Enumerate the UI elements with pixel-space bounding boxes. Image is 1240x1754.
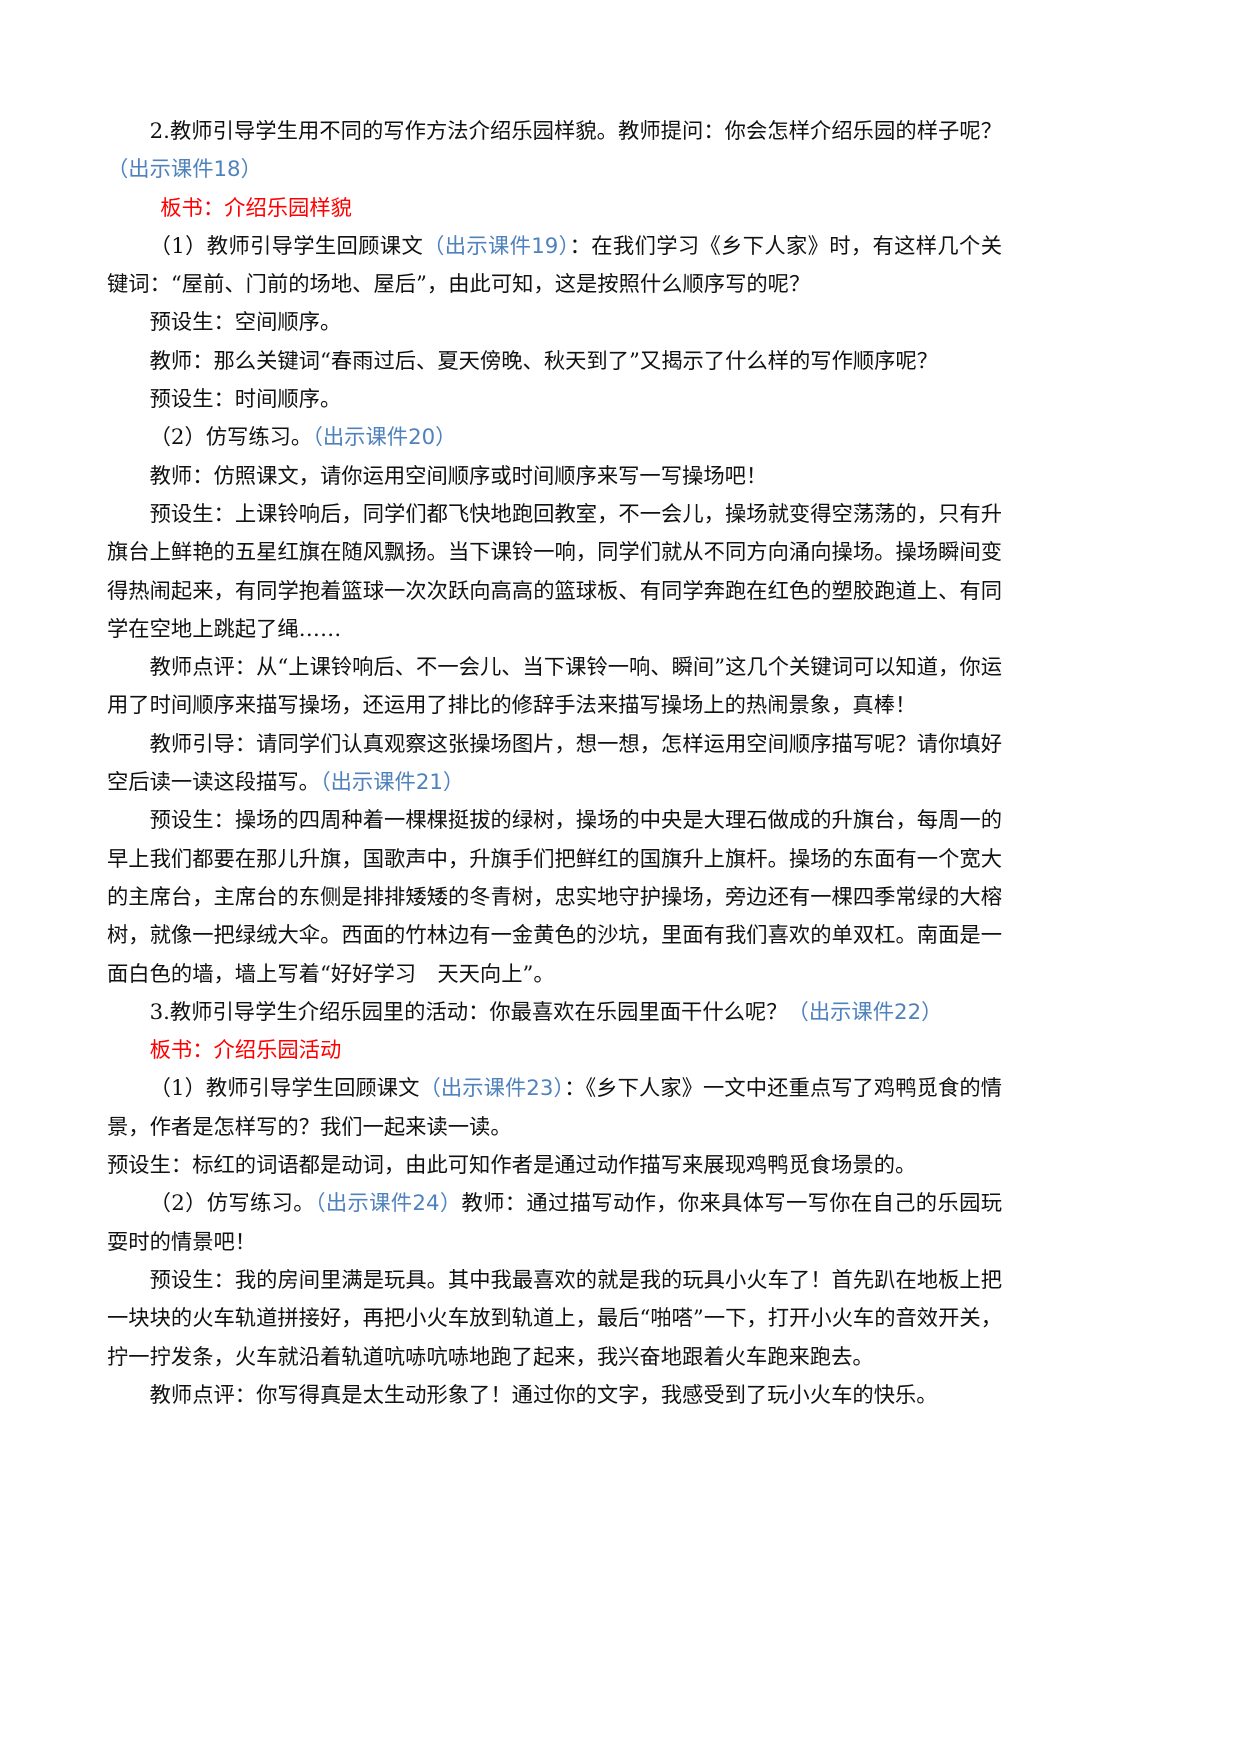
paragraph-text: 2.教师引导学生用不同的写作方法介绍乐园样貌。教师提问：你会怎样介绍乐园的样子呢… xyxy=(149,119,1002,144)
blackboard-note: 板书：介绍乐园活动 xyxy=(149,1038,342,1064)
paragraph: 3.教师引导学生介绍乐园里的活动：你最喜欢在乐园里面干什么呢？（出示课件22） xyxy=(107,994,1002,1032)
paragraph: 教师引导：请同学们认真观察这张操场图片，想一想，怎样运用空间顺序描写呢？请你填好… xyxy=(107,726,1002,803)
paragraph: 预设生：空间顺序。 xyxy=(107,304,1002,342)
paragraph-text: 3.教师引导学生介绍乐园里的活动：你最喜欢在乐园里面干什么呢？ xyxy=(149,999,788,1025)
paragraph: （1）教师引导学生回顾课文（出示课件19）：在我们学习《乡下人家》时，有这样几个… xyxy=(107,228,1002,305)
paragraph: （2）仿写练习。（出示课件20） xyxy=(107,419,1002,457)
courseware-reference: （出示课件24） xyxy=(314,1191,462,1217)
paragraph-text: 预设生：操场的四周种着一棵棵挺拔的绿树，操场的中央是大理石做成的升旗台，每周一的… xyxy=(107,808,1002,987)
paragraph-text: 教师点评：你写得真是太生动形象了！通过你的文字，我感受到了玩小火车的快乐。 xyxy=(149,1382,938,1408)
blackboard-note: 板书：介绍乐园样貌 xyxy=(160,195,352,221)
paragraph-text: ：《乡下人家》一文中还重点写了鸡鸭觅食的情景，作者是怎样写的？我们一起来读一读。 xyxy=(107,1076,1003,1140)
paragraph-text: 预设生：空间顺序。 xyxy=(149,310,342,336)
paragraph: 2.教师引导学生用不同的写作方法介绍乐园样貌。教师提问：你会怎样介绍乐园的样子呢… xyxy=(107,113,1002,190)
paragraph: 教师：仿照课文，请你运用空间顺序或时间顺序来写一写操场吧！ xyxy=(107,458,1002,496)
paragraph: 预设生：标红的词语都是动词，由此可知作者是通过动作描写来展现鸡鸭觅食场景的。 xyxy=(107,1147,1002,1185)
paragraph-text: 教师引导：请同学们认真观察这张操场图片，想一想，怎样运用空间顺序描写呢？请你填好… xyxy=(107,731,1002,796)
paragraph-text: 预设生：我的房间里满是玩具。其中我最喜欢的就是我的玩具小火车了！首先趴在地板上把… xyxy=(107,1267,1002,1370)
courseware-reference: （出示课件23） xyxy=(419,1076,565,1102)
paragraph-text: （2）仿写练习。 xyxy=(149,1191,315,1217)
paragraph-text: （1）教师引导学生回顾课文 xyxy=(149,233,424,259)
courseware-reference: （出示课件18） xyxy=(107,157,262,183)
paragraph: 预设生：上课铃响后，同学们都飞快地跑回教室，不一会儿，操场就变得空荡荡的，只有升… xyxy=(107,496,1002,649)
paragraph: 预设生：我的房间里满是玩具。其中我最喜欢的就是我的玩具小火车了！首先趴在地板上把… xyxy=(107,1262,1002,1377)
paragraph: （2）仿写练习。（出示课件24）教师：通过描写动作，你来具体写一写你在自己的乐园… xyxy=(107,1185,1002,1262)
paragraph-text: 预设生：上课铃响后，同学们都飞快地跑回教室，不一会儿，操场就变得空荡荡的，只有升… xyxy=(107,501,1002,642)
paragraph-text: ：在我们学习《乡下人家》时，有这样几个关键词：“屋前、门前的场地、屋后”，由此可… xyxy=(107,233,1002,298)
paragraph-text: 预设生：时间顺序。 xyxy=(149,387,342,413)
paragraph-text: 预设生：标红的词语都是动词，由此可知作者是通过动作描写来展现鸡鸭觅食场景的。 xyxy=(107,1153,917,1179)
paragraph-text: （1）教师引导学生回顾课文 xyxy=(149,1076,420,1102)
paragraph-text: 教师：仿照课文，请你运用空间顺序或时间顺序来写一写操场吧！ xyxy=(149,463,768,489)
paragraph: （1）教师引导学生回顾课文（出示课件23）：《乡下人家》一文中还重点写了鸡鸭觅食… xyxy=(107,1070,1002,1147)
paragraph: 预设生：操场的四周种着一棵棵挺拔的绿树，操场的中央是大理石做成的升旗台，每周一的… xyxy=(107,802,1002,993)
courseware-reference: （出示课件20） xyxy=(312,425,457,451)
courseware-reference: （出示课件19） xyxy=(423,233,570,259)
paragraph-text: 教师：通过描写动作，你来具体写一写你在自己的乐园玩耍时的情景吧！ xyxy=(107,1191,1002,1255)
paragraph: 教师：那么关键词“春雨过后、夏天傍晚、秋天到了”又揭示了什么样的写作顺序呢？ xyxy=(107,343,1002,381)
paragraph-text: 教师：那么关键词“春雨过后、夏天傍晚、秋天到了”又揭示了什么样的写作顺序呢？ xyxy=(149,348,939,374)
paragraph-text: 教师点评：从“上课铃响后、不一会儿、当下课铃一响、瞬间”这几个关键词可以知道，你… xyxy=(107,655,1002,719)
paragraph: 预设生：时间顺序。 xyxy=(107,381,1002,419)
document-body: 2.教师引导学生用不同的写作方法介绍乐园样貌。教师提问：你会怎样介绍乐园的样子呢… xyxy=(107,113,1002,1415)
courseware-reference: （出示课件21） xyxy=(319,770,465,796)
paragraph: 板书：介绍乐园样貌 xyxy=(107,190,1002,228)
courseware-reference: （出示课件22） xyxy=(787,999,943,1025)
paragraph: 教师点评：从“上课铃响后、不一会儿、当下课铃一响、瞬间”这几个关键词可以知道，你… xyxy=(107,649,1002,726)
paragraph: 教师点评：你写得真是太生动形象了！通过你的文字，我感受到了玩小火车的快乐。 xyxy=(107,1377,1002,1415)
paragraph: 板书：介绍乐园活动 xyxy=(107,1032,1002,1070)
paragraph-text: （2）仿写练习。 xyxy=(149,425,313,451)
